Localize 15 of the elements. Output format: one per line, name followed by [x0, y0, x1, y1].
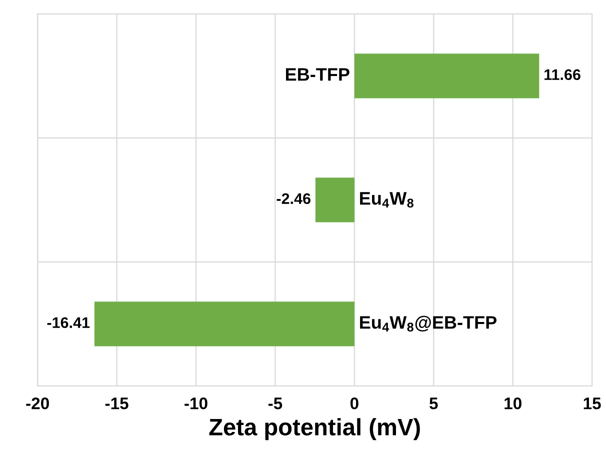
x-tick-label: -15 [105, 398, 128, 410]
y-tick-label: EB-TFP [286, 68, 350, 81]
x-tick-label: -20 [26, 398, 49, 410]
x-tick-label: 15 [584, 398, 601, 410]
x-tick-label: 0 [350, 398, 358, 410]
y-tick-label: Eu$_{4}$W$_{8}$@EB-TFP [360, 316, 497, 332]
x-tick-label: 5 [430, 398, 438, 410]
x-axis-title: Zeta potential (mV) [209, 418, 420, 440]
y-tick-label: Eu$_{4}$W$_{8}$ [360, 192, 414, 208]
data-label: 11.66 [544, 69, 580, 80]
data-label: -16.41 [47, 317, 90, 328]
x-tick-label: -5 [268, 398, 282, 410]
data-label: -2.46 [276, 193, 310, 204]
x-tick-label: 10 [504, 398, 522, 410]
x-tick-label: -10 [184, 398, 208, 410]
